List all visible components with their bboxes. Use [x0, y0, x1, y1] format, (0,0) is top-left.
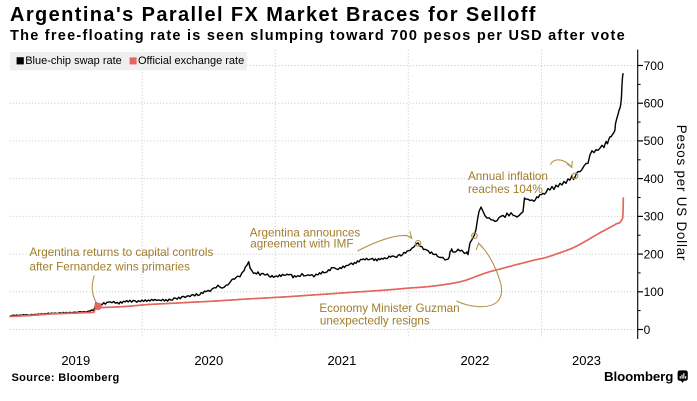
- svg-text:Economy Minister Guzman: Economy Minister Guzman: [319, 302, 459, 315]
- svg-text:Argentina announces: Argentina announces: [250, 226, 361, 239]
- svg-text:2019: 2019: [61, 353, 90, 368]
- svg-text:600: 600: [644, 97, 664, 111]
- svg-text:2023: 2023: [572, 353, 601, 368]
- svg-text:unexpectedly resigns: unexpectedly resigns: [320, 315, 430, 328]
- svg-text:Official exchange rate: Official exchange rate: [138, 55, 244, 67]
- svg-text:700: 700: [644, 59, 664, 73]
- svg-text:100: 100: [644, 285, 664, 299]
- svg-text:400: 400: [644, 172, 664, 186]
- svg-text:2021: 2021: [327, 353, 356, 368]
- svg-text:agreement with IMF: agreement with IMF: [250, 238, 353, 251]
- svg-text:200: 200: [644, 247, 664, 261]
- svg-text:500: 500: [644, 134, 664, 148]
- svg-text:after Fernandez wins primaries: after Fernandez wins primaries: [30, 260, 191, 273]
- svg-text:0: 0: [644, 323, 651, 337]
- svg-text:reaches 104%: reaches 104%: [468, 183, 543, 196]
- svg-text:Argentina returns to capital c: Argentina returns to capital controls: [30, 246, 214, 259]
- svg-text:Annual inflation: Annual inflation: [468, 170, 548, 183]
- svg-text:2022: 2022: [460, 353, 489, 368]
- svg-text:2020: 2020: [194, 353, 223, 368]
- svg-text:300: 300: [644, 210, 664, 224]
- svg-text:Pesos per US Dollar: Pesos per US Dollar: [674, 125, 689, 262]
- svg-text:Blue-chip swap rate: Blue-chip swap rate: [25, 55, 122, 67]
